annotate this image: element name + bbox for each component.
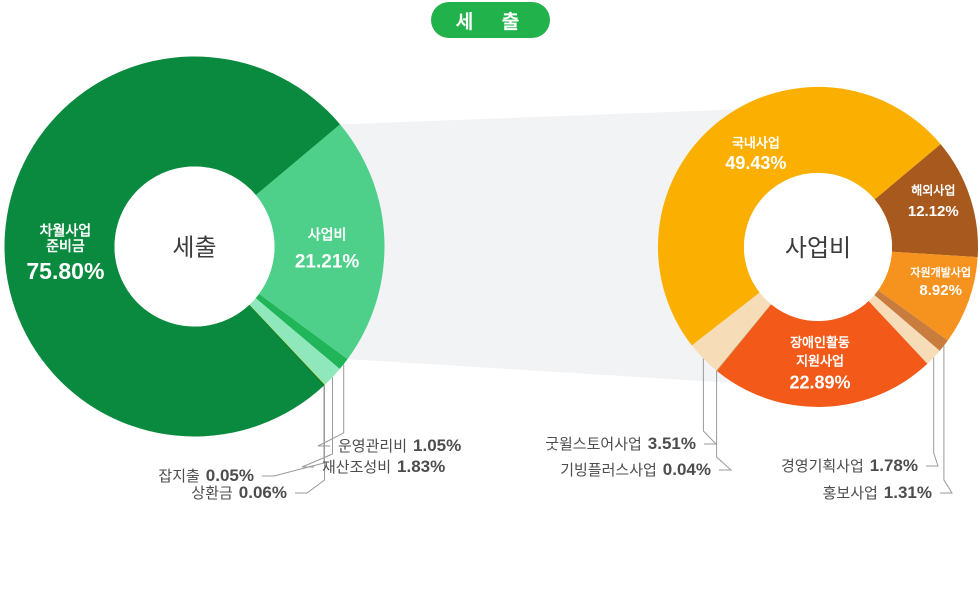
svg-text:사업비: 사업비 xyxy=(308,227,347,243)
svg-text:사업비: 사업비 xyxy=(785,235,851,262)
svg-text:21.21%: 21.21% xyxy=(295,252,360,273)
svg-text:세출: 세출 xyxy=(172,235,216,262)
svg-text:지원사업: 지원사업 xyxy=(796,354,844,369)
svg-text:12.12%: 12.12% xyxy=(908,203,959,220)
svg-text:해외사업: 해외사업 xyxy=(911,183,955,198)
svg-text:22.89%: 22.89% xyxy=(789,373,850,393)
svg-text:자원개발사업: 자원개발사업 xyxy=(910,265,971,279)
svg-text:49.43%: 49.43% xyxy=(725,153,786,173)
svg-text:준비금: 준비금 xyxy=(46,238,85,254)
svg-text:차월사업: 차월사업 xyxy=(40,222,92,238)
svg-text:75.80%: 75.80% xyxy=(26,258,104,284)
svg-text:8.92%: 8.92% xyxy=(919,282,962,299)
svg-text:장애인활동: 장애인활동 xyxy=(790,335,850,350)
svg-text:국내사업: 국내사업 xyxy=(732,136,780,151)
